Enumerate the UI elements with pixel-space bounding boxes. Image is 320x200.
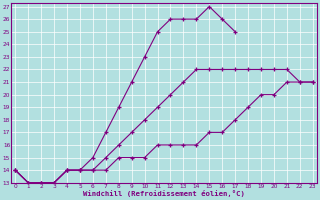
X-axis label: Windchill (Refroidissement éolien,°C): Windchill (Refroidissement éolien,°C) [83,190,245,197]
